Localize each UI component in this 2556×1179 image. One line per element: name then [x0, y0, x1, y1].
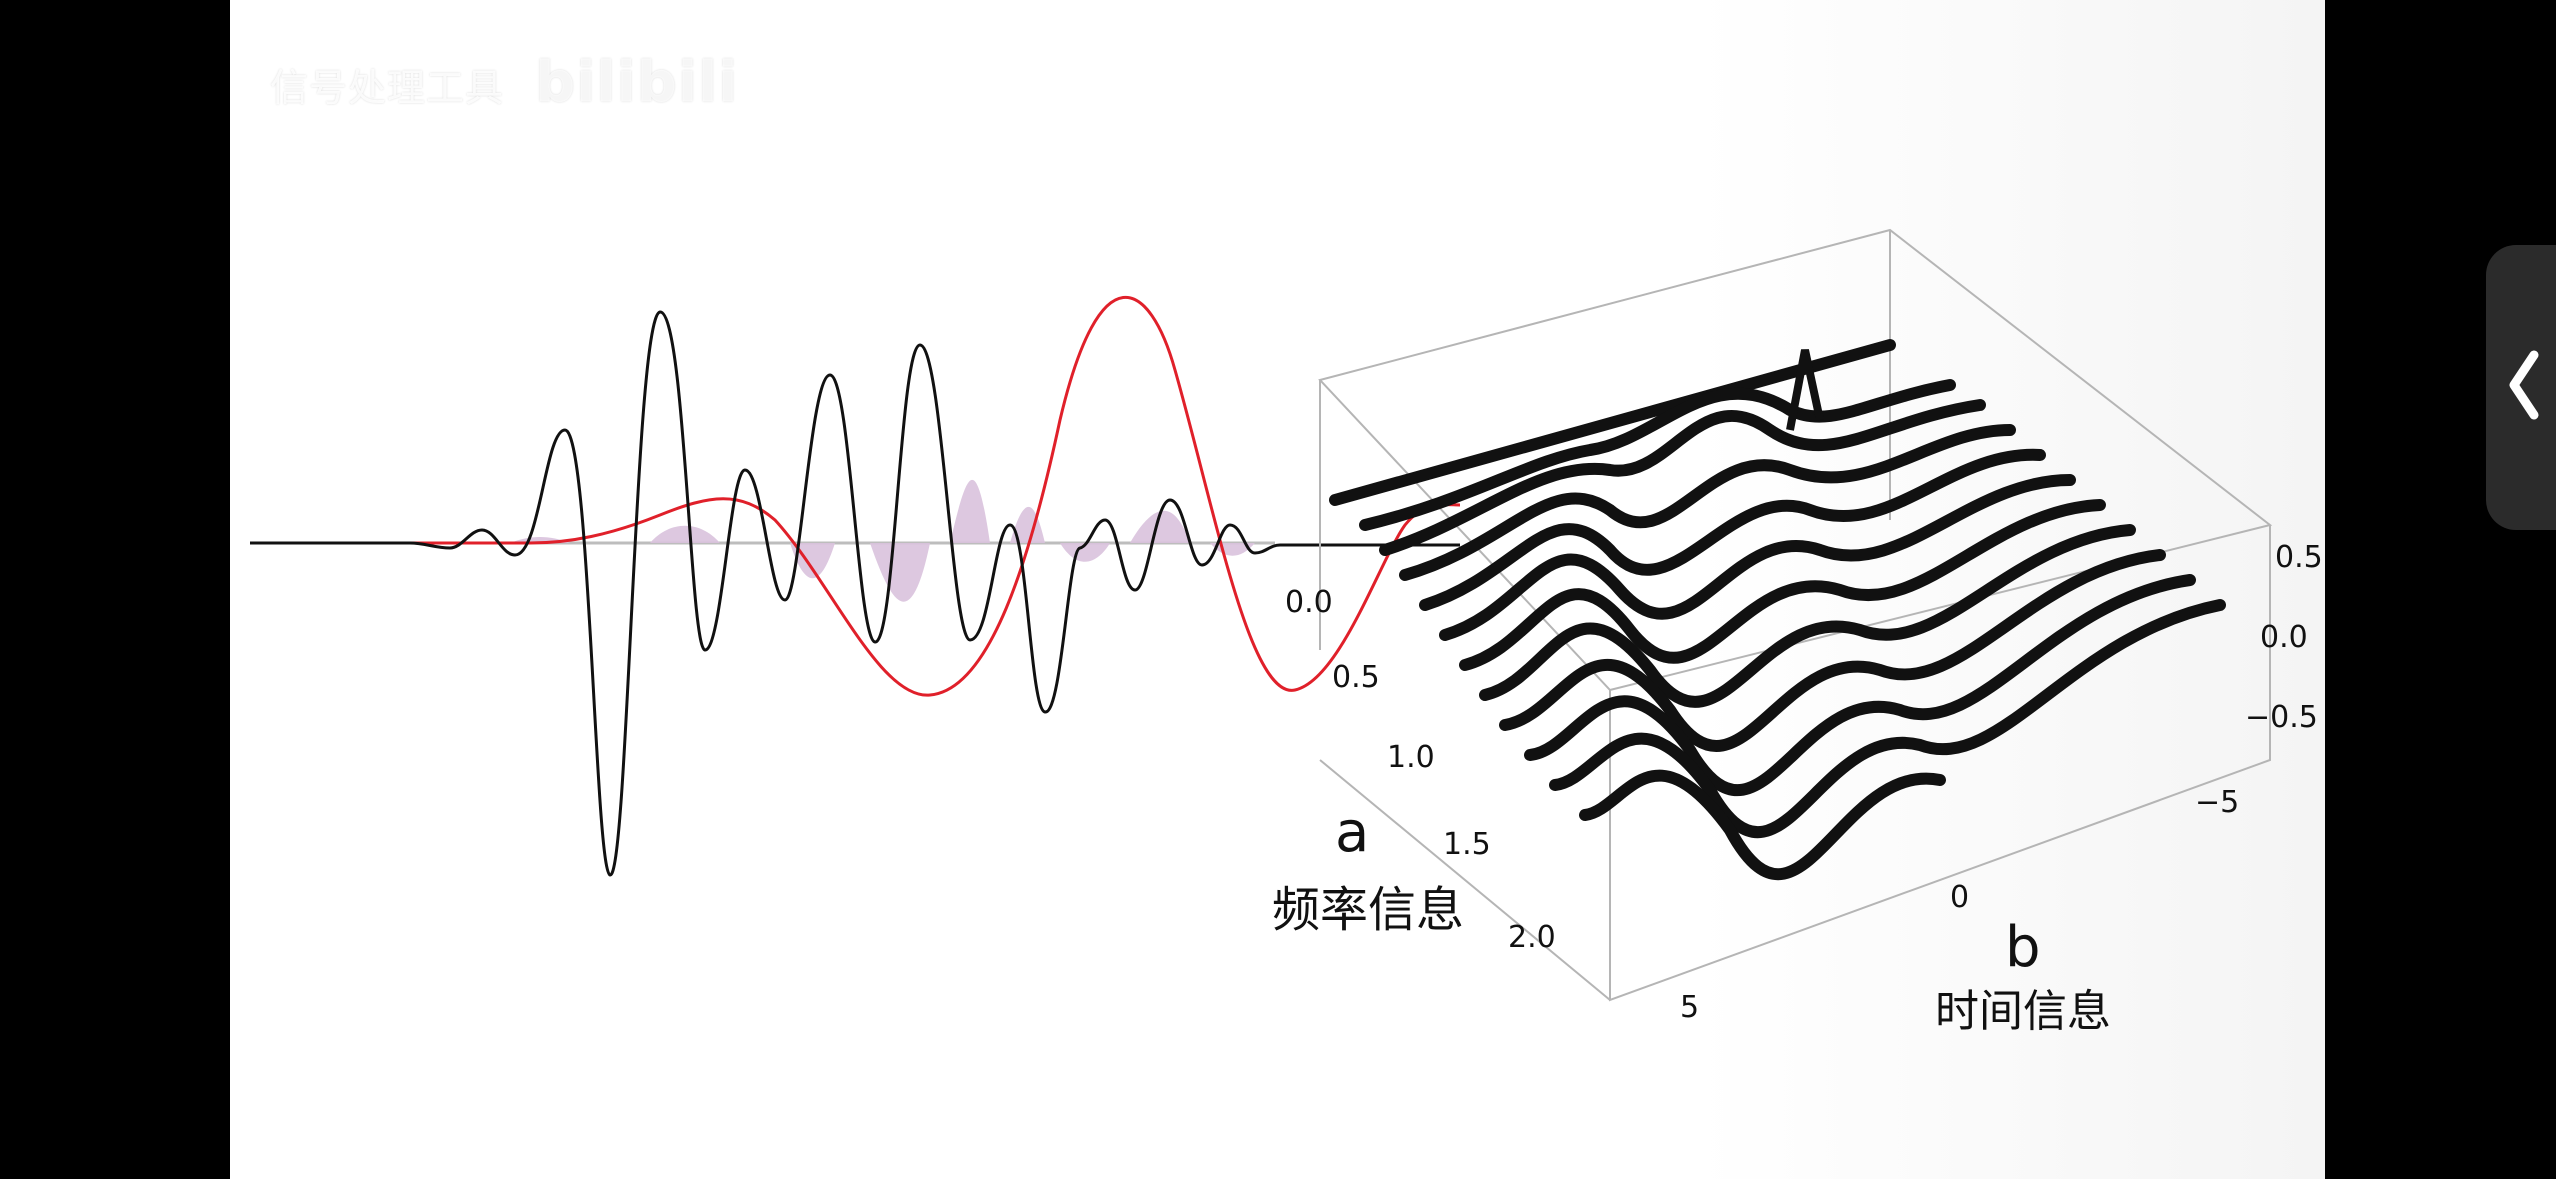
freq-tick-2: 1.0: [1387, 740, 1435, 775]
frequency-info-label: 频率信息: [1272, 882, 1465, 938]
time-tick-5: 5: [1680, 990, 1700, 1025]
time-info-label: 时间信息: [1935, 986, 2111, 1037]
signal-curve: [250, 310, 1460, 877]
product-area: [510, 479, 1255, 602]
chevron-left-icon: [2509, 350, 2539, 420]
amp-tick-pos: 0.5: [2275, 540, 2323, 575]
freq-tick-1: 0.5: [1332, 660, 1380, 695]
wave-ridges: [1329, 339, 2226, 880]
watermark: 信号处理工具 bilibili: [270, 50, 738, 115]
amp-tick-zero: 0.0: [2260, 620, 2308, 655]
time-frequency-3d-plot: [1318, 228, 2273, 1002]
video-frame[interactable]: 信号处理工具 bilibili: [230, 0, 2325, 1179]
annotation-b: b: [2005, 915, 2041, 980]
watermark-text: 信号处理工具: [270, 66, 505, 110]
annotation-a: a: [1335, 800, 1370, 865]
peak-spike: [1786, 349, 1824, 431]
time-tick-neg5: −5: [2195, 785, 2240, 820]
wavelet-signal-plot: [250, 295, 1461, 877]
bilibili-logo: bilibili: [535, 50, 739, 115]
freq-tick-0: 0.0: [1285, 585, 1333, 620]
amp-tick-neg: −0.5: [2245, 700, 2318, 735]
freq-tick-4: 2.0: [1508, 920, 1556, 955]
side-panel-handle[interactable]: [2486, 245, 2556, 530]
time-tick-0: 0: [1950, 880, 1970, 915]
freq-tick-3: 1.5: [1443, 827, 1491, 862]
